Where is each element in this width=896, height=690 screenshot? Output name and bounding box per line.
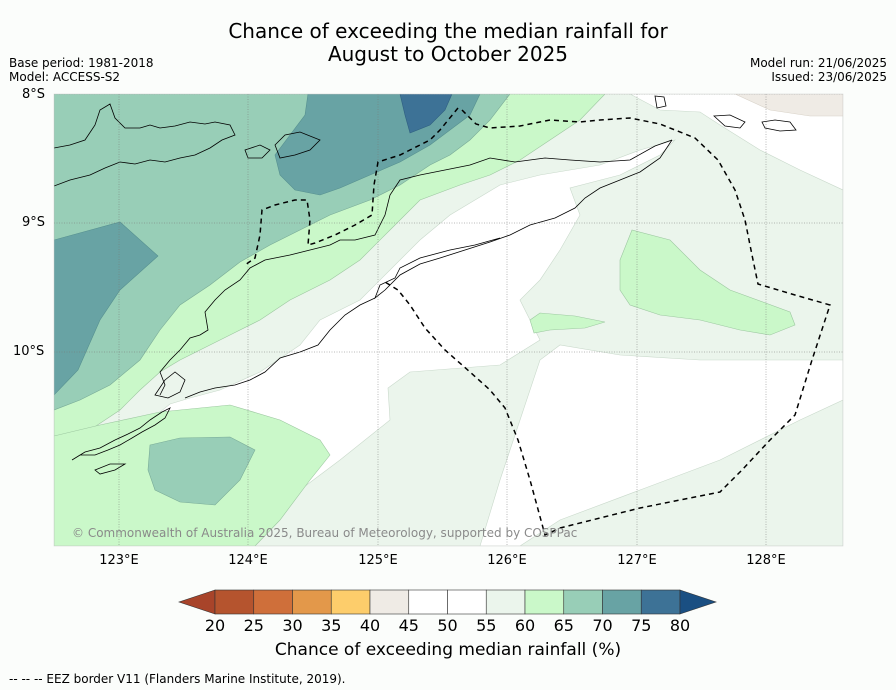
contour-45-55-southeast bbox=[479, 344, 843, 546]
contour-65-70-blob bbox=[147, 436, 256, 506]
coastline-flores bbox=[54, 103, 236, 187]
contour-60-65-east bbox=[619, 229, 796, 336]
lon-label-127e: 127°E bbox=[617, 553, 657, 568]
title-line-1: Chance of exceeding the median rainfall … bbox=[228, 19, 668, 43]
contour-60-65-small bbox=[529, 312, 606, 334]
colorbar-swatch-75-80 bbox=[640, 589, 681, 615]
colorbar-swatch-20-25 bbox=[214, 589, 255, 615]
colorbar-swatch-50-55 bbox=[447, 589, 487, 615]
coastline-timor-north bbox=[159, 139, 673, 396]
gridlines bbox=[54, 94, 843, 546]
colorbar-swatch-60-65 bbox=[524, 589, 565, 615]
coastline-leti bbox=[761, 119, 797, 132]
colorbar-swatch-35-40 bbox=[330, 589, 371, 615]
coastline-sabu bbox=[94, 463, 127, 475]
lon-label-128e: 128°E bbox=[746, 553, 786, 568]
colorbar-tick-45: 45 bbox=[398, 616, 419, 635]
map-frame bbox=[53, 93, 844, 547]
lat-label-9s: 9°S bbox=[22, 215, 46, 230]
colorbar-tick-40: 40 bbox=[359, 616, 381, 635]
lon-label-124e: 124°E bbox=[228, 553, 268, 568]
colorbar-swatch-65-70 bbox=[563, 589, 603, 615]
lat-label-10s: 10°S bbox=[13, 344, 45, 359]
contour-45-55-north bbox=[629, 94, 843, 191]
issued-date: Issued: 23/06/2025 bbox=[771, 70, 887, 84]
colorbar-label: Chance of exceeding median rainfall (%) bbox=[274, 640, 622, 660]
colorbar-tick-60: 60 bbox=[514, 616, 536, 635]
lon-label-123e: 123°E bbox=[99, 553, 139, 568]
colorbar-tick-35: 35 bbox=[321, 616, 342, 635]
copyright-notice: © Commonwealth of Australia 2025, Bureau… bbox=[72, 526, 578, 540]
colorbar-tick-30: 30 bbox=[282, 616, 303, 635]
coastline-timor-south bbox=[374, 139, 673, 300]
model-run: Model run: 21/06/2025 bbox=[749, 56, 887, 70]
map-title: Chance of exceeding the median rainfall … bbox=[0, 20, 896, 66]
meta-left: Base period: 1981-2018 Model: ACCESS-S2 bbox=[9, 56, 154, 84]
lon-label-126e: 126°E bbox=[487, 553, 527, 568]
coastline-wetar bbox=[654, 95, 667, 109]
eez-border-timor-sea bbox=[384, 109, 831, 537]
colorbar-tick-70: 70 bbox=[592, 616, 613, 635]
colorbar-extend-low bbox=[178, 589, 216, 615]
colorbar-tick-25: 25 bbox=[243, 616, 264, 635]
colorbar-swatch-30-35 bbox=[292, 589, 332, 615]
coastline-alor bbox=[274, 131, 321, 159]
lon-label-125e: 125°E bbox=[358, 553, 398, 568]
base-period: Base period: 1981-2018 bbox=[9, 56, 154, 70]
colorbar-extend-high bbox=[679, 589, 717, 615]
colorbar-tick-20: 20 bbox=[204, 616, 226, 635]
model-name: Model: ACCESS-S2 bbox=[9, 70, 121, 84]
title-line-2: August to October 2025 bbox=[327, 42, 569, 66]
lat-label-8s: 8°S bbox=[22, 87, 46, 102]
eez-border bbox=[244, 107, 831, 537]
coastline-babar bbox=[713, 114, 746, 129]
colorbar-tick-65: 65 bbox=[553, 616, 574, 635]
colorbar-tick-50: 50 bbox=[437, 616, 458, 635]
eez-border-line bbox=[244, 107, 459, 266]
meta-right: Model run: 21/06/2025 Issued: 23/06/2025 bbox=[750, 56, 887, 84]
coastline-timor-south-cont bbox=[184, 297, 376, 399]
colorbar bbox=[178, 589, 717, 615]
colorbar-tick-55: 55 bbox=[476, 616, 497, 635]
map-area bbox=[54, 94, 843, 546]
coastline-lembata bbox=[244, 144, 271, 159]
colorbar-swatch-70-75 bbox=[602, 589, 642, 615]
colorbar-tick-75: 75 bbox=[631, 616, 652, 635]
colorbar-swatch-45-50 bbox=[408, 589, 448, 615]
coastline-sumba-islands bbox=[71, 407, 171, 461]
colorbar-swatch-55-60 bbox=[485, 589, 526, 615]
colorbar-swatch-40-45 bbox=[369, 589, 410, 615]
contour-75-80 bbox=[399, 94, 453, 134]
eez-legend-footer: -- -- -- EEZ border V11 (Flanders Marine… bbox=[9, 672, 346, 686]
contour-65-70-main bbox=[54, 94, 511, 411]
colorbar-tick-80: 80 bbox=[669, 616, 691, 635]
colorbar-swatch-25-30 bbox=[253, 589, 293, 615]
coastline-rote bbox=[154, 371, 186, 399]
contour-40-45-patch bbox=[734, 94, 843, 117]
coastlines bbox=[54, 95, 797, 475]
